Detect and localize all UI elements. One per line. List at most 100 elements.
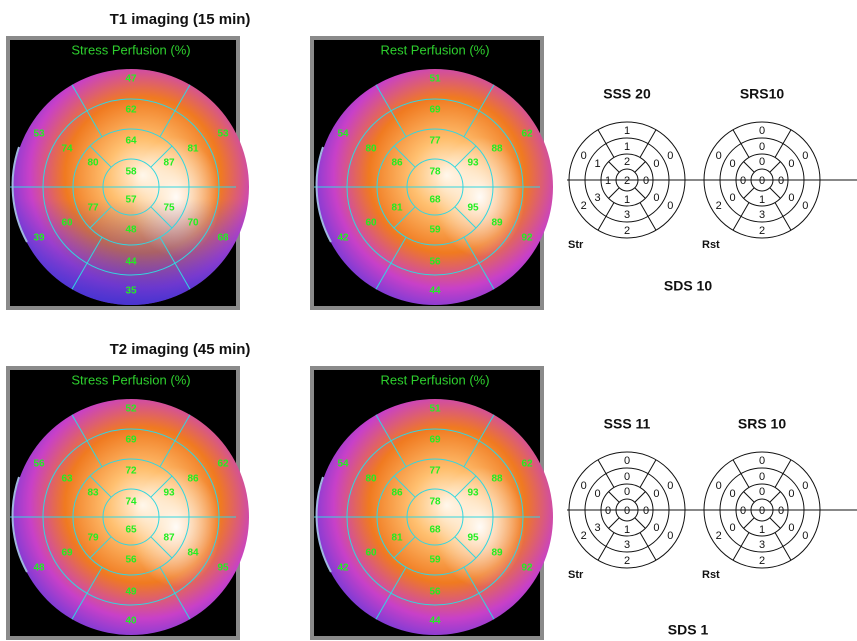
stress-score: SSS 20: [603, 86, 651, 102]
segment-score: 0: [788, 192, 794, 204]
segment-score: 0: [653, 158, 659, 170]
segment-value: 93: [163, 488, 175, 499]
segment-score: 0: [716, 480, 722, 492]
segment-value: 83: [87, 488, 99, 499]
segment-value: 69: [429, 105, 441, 116]
score-divider: [640, 130, 656, 158]
map-label: Stress Perfusion (%): [71, 42, 190, 57]
segment-score: 0: [605, 505, 611, 517]
segment-score: 0: [624, 486, 630, 498]
segment-value: 77: [429, 136, 441, 147]
segment-score: 2: [581, 200, 587, 212]
segment-value: 87: [163, 533, 175, 544]
segment-score: 0: [759, 505, 765, 517]
score-divider: [733, 460, 749, 488]
segment-value: 69: [61, 548, 73, 559]
segment-value: 58: [125, 167, 137, 178]
segment-value: 48: [125, 225, 137, 236]
score-divider: [598, 130, 614, 158]
segment-value: 44: [125, 257, 137, 268]
segment-score: 0: [778, 175, 784, 187]
segment-value: 78: [429, 497, 441, 508]
segment-value: 54: [337, 129, 349, 140]
segment-value: 62: [217, 459, 229, 470]
segment-score: 1: [759, 524, 765, 536]
segment-value: 95: [217, 563, 229, 574]
segment-score: 1: [624, 141, 630, 153]
difference-score: SDS 10: [664, 278, 712, 294]
polar-map: Stress Perfusion (%)47626453748058878153…: [8, 38, 249, 308]
segment-value: 70: [187, 218, 199, 229]
score-divider: [635, 162, 646, 173]
stress-tag: Str: [568, 239, 584, 251]
score-divider: [609, 162, 620, 173]
segment-value: 81: [391, 203, 403, 214]
segment-value: 47: [125, 74, 137, 85]
segment-score: 0: [624, 455, 630, 467]
segment-value: 48: [33, 563, 45, 574]
segment-score: 1: [594, 158, 600, 170]
segment-value: 86: [391, 158, 403, 169]
segment-value: 51: [429, 74, 441, 85]
segment-value: 88: [491, 144, 503, 155]
stress-score: SSS 11: [604, 416, 651, 432]
hotspot: [435, 467, 525, 587]
segment-score: 0: [653, 488, 659, 500]
segment-score: 0: [802, 200, 808, 212]
segment-value: 87: [163, 158, 175, 169]
segment-value: 89: [491, 218, 503, 229]
segment-value: 92: [521, 563, 533, 574]
segment-score: 3: [594, 522, 600, 534]
segment-score: 0: [759, 175, 765, 187]
segment-value: 69: [125, 435, 137, 446]
segment-value: 89: [491, 548, 503, 559]
segment-value: 84: [187, 548, 199, 559]
rest-tag: Rst: [702, 569, 720, 581]
segment-value: 74: [125, 497, 137, 508]
segment-value: 95: [467, 203, 479, 214]
segment-score: 2: [759, 225, 765, 237]
segment-value: 95: [467, 533, 479, 544]
segment-value: 59: [429, 225, 441, 236]
polar-map: Rest Perfusion (%)5169775480867893886281…: [312, 38, 553, 308]
rest-score: SRS10: [740, 86, 785, 102]
segment-score: 2: [759, 555, 765, 567]
segment-score: 0: [740, 505, 746, 517]
segment-value: 39: [33, 233, 45, 244]
segment-score: 1: [624, 125, 630, 137]
segment-score: 0: [729, 158, 735, 170]
segment-score: 0: [759, 455, 765, 467]
segment-value: 65: [125, 525, 137, 536]
score-divider: [609, 518, 620, 529]
segment-value: 74: [61, 144, 73, 155]
segment-score: 2: [716, 530, 722, 542]
score-divider: [598, 533, 614, 561]
segment-value: 93: [467, 488, 479, 499]
segment-value: 86: [391, 488, 403, 499]
segment-value: 81: [391, 533, 403, 544]
segment-value: 80: [87, 158, 99, 169]
segment-value: 62: [521, 129, 533, 140]
segment-value: 57: [125, 195, 137, 206]
segment-score: 0: [581, 150, 587, 162]
segment-score: 0: [778, 505, 784, 517]
score-divider: [775, 130, 791, 158]
segment-value: 77: [87, 203, 99, 214]
segment-value: 53: [33, 129, 45, 140]
segment-score: 0: [729, 522, 735, 534]
segment-score: 0: [643, 505, 649, 517]
segment-score: 0: [802, 530, 808, 542]
segment-score: 3: [624, 539, 630, 551]
segment-value: 92: [521, 233, 533, 244]
segment-value: 62: [125, 105, 137, 116]
score-divider: [635, 492, 646, 503]
score-divider: [744, 492, 755, 503]
segment-score: 1: [624, 194, 630, 206]
rest-tag: Rst: [702, 239, 720, 251]
score-divider: [744, 162, 755, 173]
segment-value: 60: [61, 218, 73, 229]
segment-value: 78: [429, 167, 441, 178]
score-divider: [598, 203, 614, 231]
segment-score: 0: [759, 156, 765, 168]
segment-value: 80: [365, 144, 377, 155]
